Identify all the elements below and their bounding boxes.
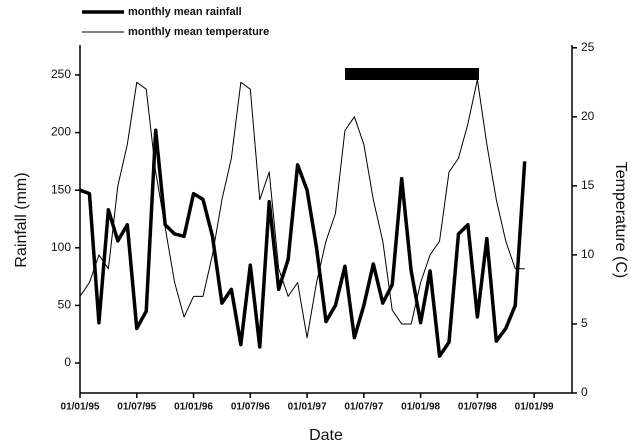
y-tick-label: 150 xyxy=(51,182,71,196)
y2-tick-label: 5 xyxy=(581,316,588,330)
y-tick-label: 100 xyxy=(51,240,71,254)
series-line xyxy=(79,128,527,358)
x-axis-label: Date xyxy=(309,427,343,444)
y-tick-label: 200 xyxy=(51,125,71,139)
x-tick-label: 01/01/97 xyxy=(288,402,327,413)
axes-frame xyxy=(79,45,573,394)
y-tick-label: 50 xyxy=(58,298,72,312)
x-tick-label: 01/07/98 xyxy=(458,402,497,413)
y2-tick-label: 0 xyxy=(581,385,588,399)
x-tick-label: 01/01/96 xyxy=(174,402,213,413)
legend-label: monthly mean temperature xyxy=(128,26,269,38)
legend-label: monthly mean rainfall xyxy=(128,6,242,18)
y2-tick-label: 10 xyxy=(581,247,595,261)
y-tick-label: 250 xyxy=(51,67,71,81)
period-bar xyxy=(345,68,479,80)
x-tick-label: 01/07/96 xyxy=(231,402,270,413)
y2-axis-label: Temperature (C) xyxy=(612,162,629,278)
x-tick-label: 01/01/98 xyxy=(401,402,440,413)
x-tick-label: 01/01/95 xyxy=(61,402,100,413)
x-tick-label: 01/07/95 xyxy=(117,402,156,413)
y2-tick-label: 25 xyxy=(581,40,595,54)
y2-tick-label: 20 xyxy=(581,109,595,123)
y2-tick-label: 15 xyxy=(581,178,595,192)
x-tick-label: 01/07/97 xyxy=(344,402,383,413)
series-line xyxy=(79,79,525,339)
y-tick-label: 0 xyxy=(64,355,71,369)
x-tick-label: 01/01/99 xyxy=(515,402,554,413)
y-axis-label: Rainfall (mm) xyxy=(13,172,30,267)
